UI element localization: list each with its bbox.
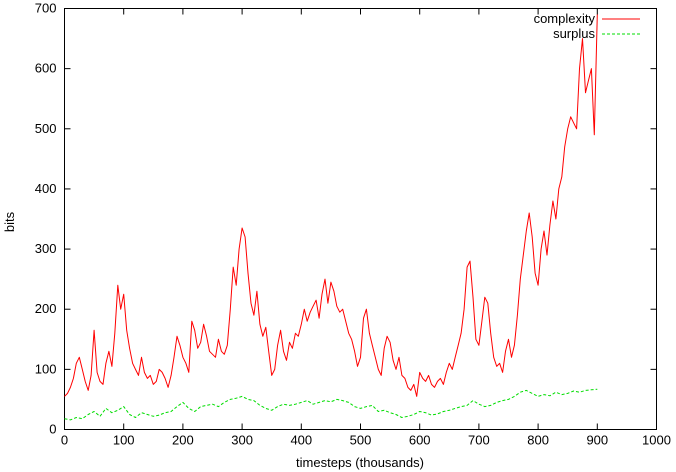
x-tick-label: 100 bbox=[113, 433, 135, 448]
y-tick-label: 0 bbox=[49, 422, 56, 437]
x-tick-label: 900 bbox=[586, 433, 608, 448]
series-layer bbox=[64, 14, 598, 421]
legend: complexity surplus bbox=[534, 11, 640, 41]
series-line-complexity bbox=[64, 14, 598, 397]
y-tick-label: 500 bbox=[35, 121, 57, 136]
x-tick-labels: 0 100 200 300 400 500 600 700 800 900 1000 bbox=[61, 433, 671, 448]
series-line-surplus bbox=[64, 388, 598, 421]
y-tick-labels: 0 100 200 300 400 500 600 700 bbox=[35, 1, 57, 437]
y-tick-label: 200 bbox=[35, 301, 57, 316]
axis-ticks bbox=[64, 8, 657, 430]
x-tick-label: 600 bbox=[409, 433, 431, 448]
legend-label-complexity: complexity bbox=[534, 11, 596, 26]
x-tick-label: 300 bbox=[231, 433, 253, 448]
x-tick-label: 400 bbox=[290, 433, 312, 448]
plot-frame bbox=[64, 8, 657, 430]
legend-label-surplus: surplus bbox=[553, 26, 595, 41]
x-tick-label: 0 bbox=[61, 433, 68, 448]
x-tick-label: 1000 bbox=[642, 433, 671, 448]
x-tick-label: 700 bbox=[468, 433, 490, 448]
x-tick-label: 200 bbox=[172, 433, 194, 448]
y-tick-label: 100 bbox=[35, 361, 57, 376]
x-tick-label: 800 bbox=[527, 433, 549, 448]
y-tick-label: 400 bbox=[35, 181, 57, 196]
y-axis-label: bits bbox=[2, 211, 17, 232]
y-tick-label: 300 bbox=[35, 241, 57, 256]
x-axis-label: timesteps (thousands) bbox=[296, 455, 424, 470]
y-tick-label: 600 bbox=[35, 61, 57, 76]
x-tick-label: 500 bbox=[350, 433, 372, 448]
y-tick-label: 700 bbox=[35, 1, 57, 16]
